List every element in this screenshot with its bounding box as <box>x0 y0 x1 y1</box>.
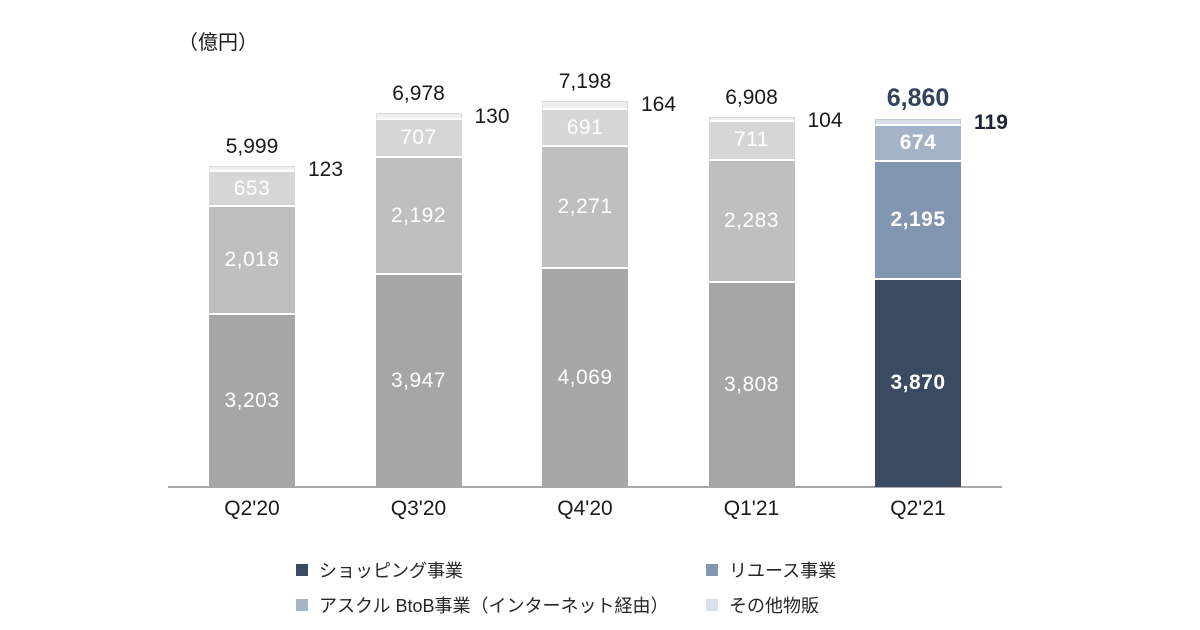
other-segment-side-label: 123 <box>308 157 344 181</box>
segment-value-label: 3,870 <box>890 371 946 395</box>
stacked-bar-Q121: 3,808 2,283 711 <box>708 116 795 487</box>
bar-segment-other <box>209 165 295 173</box>
legend-label: その他物販 <box>729 596 819 616</box>
x-axis-label-Q320: Q3'20 <box>390 497 447 520</box>
bar-segment-reuse: 2,192 <box>375 157 462 276</box>
legend-label: リユース事業 <box>729 561 837 581</box>
segment-value-label: 2,271 <box>557 195 613 219</box>
bar-segment-askul-btob: 674 <box>875 125 961 162</box>
legend-item-other: その他物販 <box>706 592 819 618</box>
legend-item-askul-btob: アスクル BtoB事業（インターネット経由） <box>296 592 668 618</box>
legend-swatch-icon <box>706 564 718 576</box>
other-segment-side-label: 130 <box>474 105 510 129</box>
bar-segment-reuse: 2,195 <box>875 161 961 280</box>
stacked-bar-Q320: 3,947 2,192 707 <box>375 113 462 487</box>
bar-segment-shopping: 3,947 <box>375 275 462 487</box>
legend-swatch-icon <box>296 564 308 576</box>
legend-item-reuse: リユース事業 <box>706 557 836 583</box>
x-axis-label-Q121: Q1'21 <box>723 497 780 520</box>
bar-total-label: 7,198 <box>558 70 612 94</box>
other-segment-side-label: 119 <box>974 111 1008 135</box>
bar-segment-other <box>708 116 795 123</box>
other-segment-side-label: 164 <box>641 93 677 117</box>
x-axis-label-Q420: Q4'20 <box>557 497 613 520</box>
bar-segment-shopping: 3,870 <box>875 279 961 487</box>
segment-value-label: 711 <box>734 128 769 152</box>
bar-segment-askul-btob: 707 <box>375 120 462 158</box>
bar-segment-reuse: 2,283 <box>708 160 795 283</box>
bar-segment-shopping: 4,069 <box>542 268 628 487</box>
legend-label: アスクル BtoB事業（インターネット経由） <box>319 596 669 616</box>
segment-value-label: 3,947 <box>390 369 447 393</box>
stacked-bar-Q221: 3,870 2,195 674 <box>875 119 961 487</box>
legend-item-shopping: ショッピング事業 <box>296 557 463 583</box>
bar-total-label: 6,860 <box>886 84 950 113</box>
segment-value-label: 3,808 <box>723 372 780 396</box>
bar-segment-other <box>542 101 628 111</box>
bar-total-label: 5,999 <box>225 134 279 158</box>
segment-value-label: 2,195 <box>890 207 946 231</box>
legend-label: ショッピング事業 <box>319 561 463 581</box>
legend-swatch-icon <box>706 599 718 611</box>
segment-value-label: 691 <box>566 115 604 139</box>
bar-segment-askul-btob: 691 <box>542 110 628 148</box>
unit-label: （億円） <box>178 32 258 54</box>
x-axis-label-Q220: Q2'20 <box>224 497 280 520</box>
bar-segment-askul-btob: 653 <box>209 172 295 208</box>
segment-value-label: 707 <box>400 126 437 149</box>
segment-value-label: 674 <box>899 130 937 154</box>
bar-segment-reuse: 2,271 <box>542 147 628 269</box>
segment-value-label: 2,018 <box>224 248 280 272</box>
bar-segment-askul-btob: 711 <box>708 122 795 161</box>
stacked-bar-Q420: 4,069 2,271 691 <box>542 101 628 487</box>
bar-segment-other <box>875 119 961 126</box>
x-axis-line <box>168 486 1002 488</box>
bar-total-label: 6,908 <box>725 85 778 109</box>
segment-value-label: 2,192 <box>390 203 447 227</box>
bar-segment-shopping: 3,203 <box>209 315 295 487</box>
x-axis-label-Q221: Q2'21 <box>890 497 946 520</box>
legend-swatch-icon <box>296 599 308 611</box>
bar-segment-shopping: 3,808 <box>708 282 795 487</box>
segment-value-label: 653 <box>233 176 271 200</box>
bar-segment-other <box>375 113 462 121</box>
stacked-bar-Q220: 3,203 2,018 653 <box>209 165 295 487</box>
segment-value-label: 2,283 <box>723 208 780 232</box>
segment-value-label: 3,203 <box>224 389 280 413</box>
bar-segment-reuse: 2,018 <box>209 207 295 316</box>
segment-value-label: 4,069 <box>557 365 613 389</box>
other-segment-side-label: 104 <box>807 108 843 132</box>
bar-total-label: 6,978 <box>392 82 445 106</box>
